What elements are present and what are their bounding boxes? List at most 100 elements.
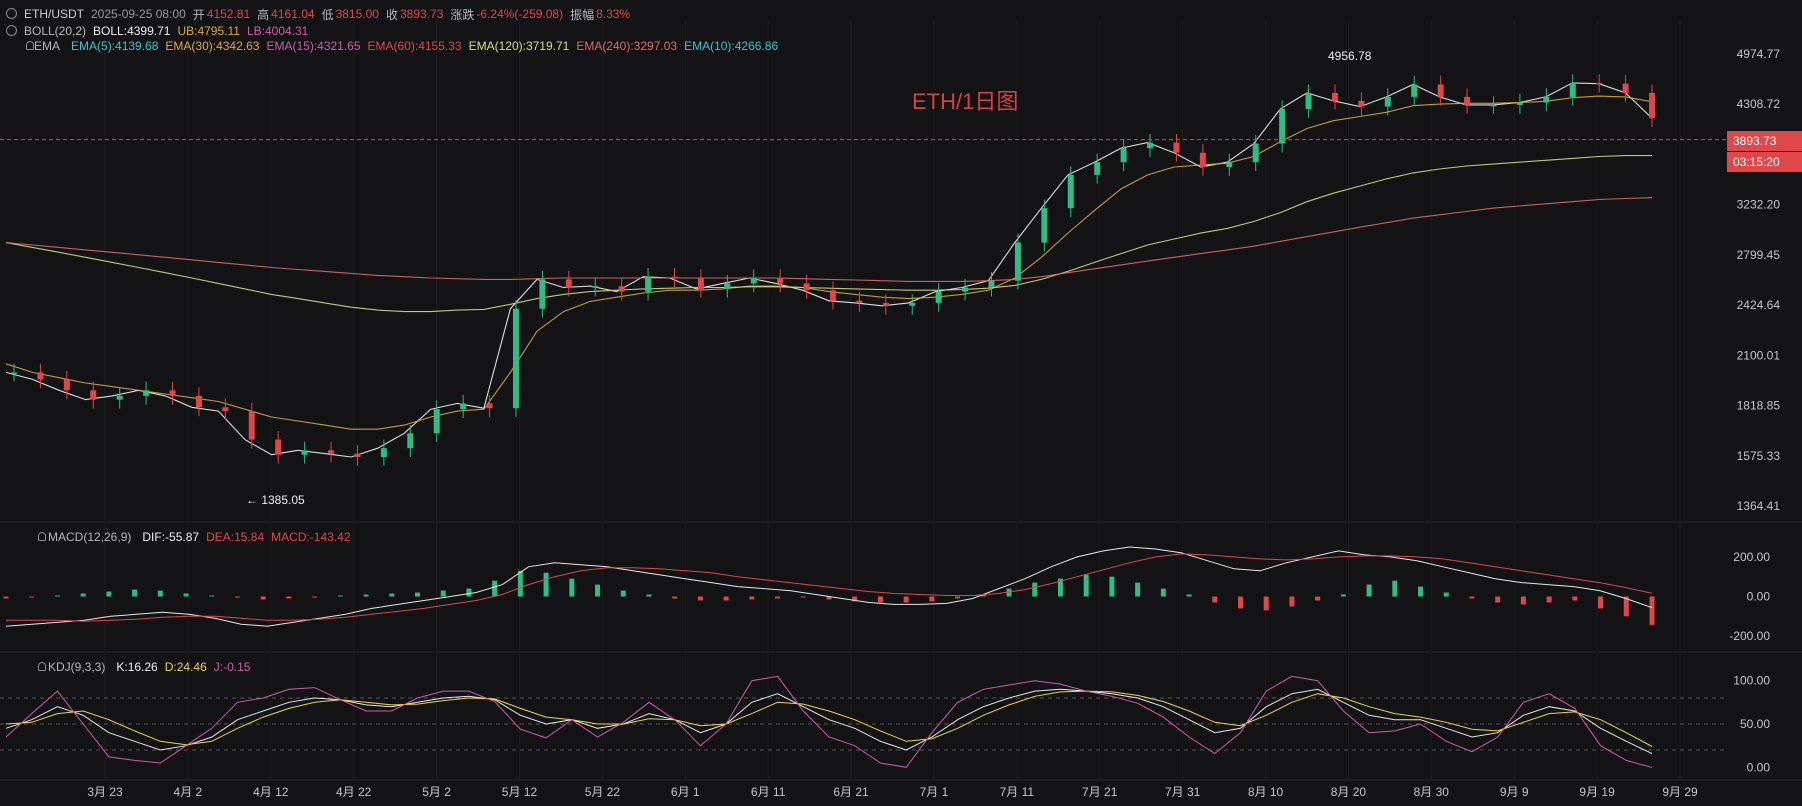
ema-name[interactable]: EMA: [34, 39, 61, 53]
time-axis-tick: 5月 12: [502, 785, 538, 799]
macd-bar: [1623, 596, 1629, 617]
candle-body: [1464, 96, 1471, 105]
macd-bar: [157, 590, 163, 597]
kdj-j-line: [5, 675, 1653, 768]
kdj-axis-tick: 50.00: [1740, 717, 1770, 731]
candle-body: [988, 280, 995, 288]
macd-bar: [826, 596, 832, 600]
high-label: 高: [257, 7, 270, 22]
macd-bar: [1392, 580, 1398, 597]
macd-bar: [312, 596, 318, 598]
price-axis-tick: 1818.85: [1737, 399, 1781, 413]
kdj-bell-icon[interactable]: [38, 662, 46, 671]
macd-bar: [1572, 596, 1578, 601]
macd-name[interactable]: MACD(12,26,9): [48, 530, 132, 544]
macd-bar: [1366, 584, 1372, 597]
macd-bar: [1289, 596, 1295, 607]
candle-body: [433, 409, 440, 434]
macd-bar: [183, 593, 189, 597]
eye-icon[interactable]: [6, 8, 17, 19]
macd-bar: [1057, 578, 1063, 597]
ema240-line: [5, 197, 1653, 282]
candle-body: [565, 279, 572, 288]
macd-bar: [440, 590, 446, 597]
macd-bar: [543, 572, 549, 597]
candle-body: [697, 278, 704, 289]
candle-body: [1067, 174, 1074, 209]
macd-bar: [466, 588, 472, 597]
macd-value: MACD:-143.42: [271, 530, 351, 544]
macd-bar: [106, 591, 112, 597]
kdj-d: D:24.46: [164, 660, 207, 674]
candle-body: [301, 450, 308, 455]
macd-bar: [234, 596, 240, 598]
bell-icon[interactable]: [26, 41, 34, 50]
candle-body: [1384, 96, 1391, 107]
candle-body: [1358, 100, 1365, 107]
macd-bar: [1340, 594, 1346, 597]
collapse-icon[interactable]: [6, 25, 17, 36]
macd-bar: [980, 594, 986, 597]
ema5: EMA(5):4139.68: [71, 39, 159, 53]
kdj-name[interactable]: KDJ(9,3,3): [48, 660, 106, 674]
macd-bar: [363, 594, 369, 597]
candle-body: [380, 448, 387, 457]
price-axis-tick: 2100.01: [1737, 348, 1781, 362]
candle-body: [1411, 84, 1418, 97]
candle-body: [962, 287, 969, 292]
ema-line: EMA EMA(5):4139.68 EMA(30):4342.63 EMA(1…: [34, 38, 778, 54]
macd-bar: [1443, 592, 1449, 597]
macd-dea-line: [6, 553, 1653, 622]
time-axis-tick: 9月 29: [1662, 785, 1698, 799]
macd-bar: [1598, 596, 1604, 609]
boll-mid: BOLL:4399.71: [93, 24, 171, 38]
low-value: 3815.00: [335, 7, 379, 21]
candle-body: [1120, 148, 1127, 163]
candle-body: [195, 395, 202, 408]
time-axis-tick: 4月 12: [253, 785, 289, 799]
open-label: 开: [192, 7, 205, 22]
candle-body: [724, 283, 731, 289]
macd-bar: [775, 596, 781, 599]
candle-body: [328, 450, 335, 454]
candle-body: [1543, 96, 1550, 103]
macd-bar: [1186, 594, 1192, 597]
candle-body: [1252, 143, 1259, 163]
ema15: EMA(15):4321.65: [266, 39, 361, 53]
candle-body: [750, 278, 757, 284]
time-axis-tick: 3月 23: [87, 785, 123, 799]
macd-bar: [1083, 574, 1089, 597]
macd-bar: [1263, 596, 1269, 611]
candle-body: [460, 403, 467, 410]
kdj-k-line: [5, 688, 1653, 754]
price-axis-tick: 3232.20: [1737, 198, 1781, 212]
macd-bar: [1495, 596, 1501, 603]
price-axis-tick: 2424.64: [1737, 298, 1781, 312]
macd-bar: [1032, 582, 1038, 597]
candle-body: [222, 407, 229, 412]
time-axis-tick: 7月 11: [1000, 785, 1035, 799]
candle-body: [592, 286, 599, 288]
min-price-label: ← 1385.05: [246, 493, 305, 507]
change-label: 涨跌: [450, 7, 475, 22]
change-value: -6.24%(-259.08): [476, 7, 564, 21]
kdj-line: KDJ(9,3,3) K:16.26 D:24.46 J:-0.15: [48, 659, 250, 675]
macd-bar: [569, 578, 575, 597]
close-value: 3893.73: [399, 7, 444, 21]
candle-body: [618, 286, 625, 292]
kdj-d-line: [5, 690, 1653, 747]
macd-bell-icon[interactable]: [38, 532, 46, 541]
high-value: 4161.04: [271, 7, 315, 21]
candle-body: [37, 372, 44, 380]
amp-value: 8.33%: [596, 7, 631, 21]
time-axis-tick: 5月 2: [422, 785, 451, 799]
boll-lb: LB:4004.31: [246, 24, 309, 38]
macd-bar: [1546, 596, 1552, 603]
macd-bar: [54, 595, 60, 597]
time-axis-tick: 4月 2: [174, 785, 203, 799]
ohlc-line: ETH/USDT 2025-09-25 08:00 开 4152.81 高 4161…: [24, 6, 630, 22]
boll-name[interactable]: BOLL(20,2): [24, 24, 87, 38]
macd-bar: [1212, 596, 1218, 603]
